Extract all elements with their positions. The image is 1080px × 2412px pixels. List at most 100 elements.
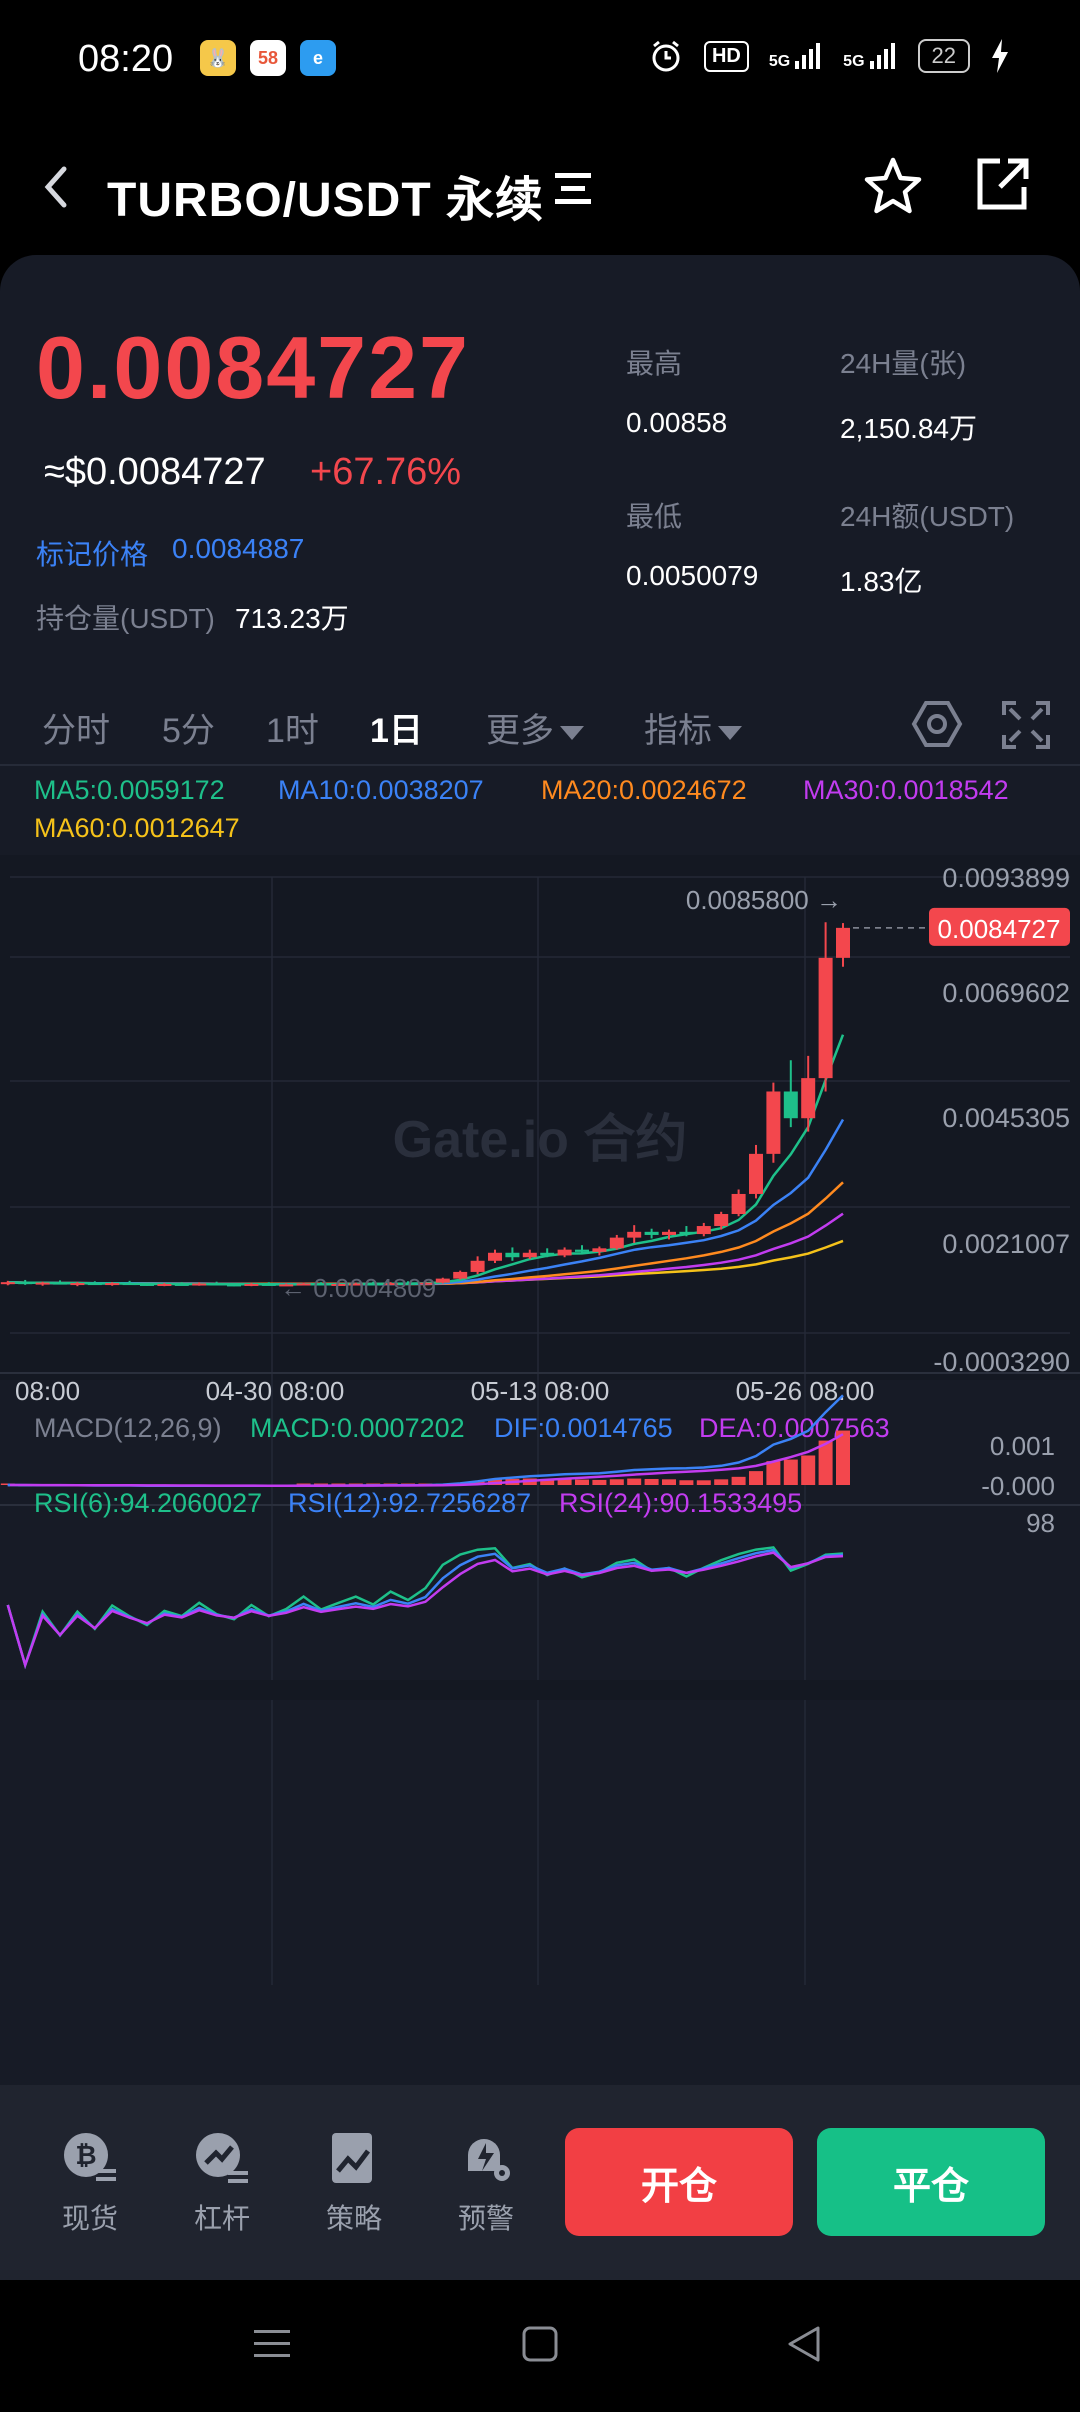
candle: [331, 1283, 346, 1286]
open-interest-label: 持仓量(USDT): [36, 603, 215, 634]
nav-alert[interactable]: 预警: [441, 2129, 531, 2237]
time-axis: 08:00 04-30 08:00 05-13 08:00 05-26 08:00: [15, 1376, 874, 1406]
macd-bar: [314, 1483, 328, 1485]
nav-spot[interactable]: ₿ 现货: [45, 2129, 135, 2237]
candle: [192, 1283, 207, 1286]
tab-more-label: 更多: [486, 712, 554, 750]
high-price-marker: 0.0085800 →: [686, 885, 842, 915]
tab-indicators[interactable]: 指标: [644, 703, 742, 752]
bitcoin-icon: ₿: [64, 2133, 116, 2181]
candles: [0, 922, 850, 1287]
open-position-button[interactable]: 开仓: [565, 2128, 793, 2236]
rsi-panel: RSI(6):94.2060027 RSI(12):92.7256287 RSI(2…: [0, 1488, 1080, 1700]
candle: [557, 1249, 572, 1256]
signal-2-icon: 5G: [843, 41, 897, 71]
macd-bar: [331, 1483, 346, 1485]
rsi-legend: RSI(6):94.2060027: [34, 1488, 262, 1518]
macd-bar: [696, 1480, 711, 1485]
strategy-icon: [332, 2133, 372, 2183]
share-icon[interactable]: [972, 155, 1032, 215]
fullscreen-icon[interactable]: [1002, 701, 1050, 749]
nav-strategy[interactable]: 策略: [309, 2129, 399, 2237]
alarm-icon: [652, 40, 680, 72]
tab-more[interactable]: 更多: [486, 703, 584, 752]
mark-price-label[interactable]: 标记价格: [36, 539, 149, 570]
price-tick: 0.0093899: [942, 863, 1070, 893]
candle: [227, 1284, 241, 1287]
svg-text:₿: ₿: [75, 2140, 96, 2170]
nav-leverage[interactable]: 杠杆: [177, 2129, 267, 2237]
e-app-icon: e: [300, 40, 336, 76]
tab-5min[interactable]: 5分: [162, 712, 215, 750]
candle: [244, 1283, 259, 1286]
candle: [540, 1252, 555, 1256]
back-nav-icon[interactable]: [784, 2324, 824, 2364]
candle: [470, 1260, 485, 1272]
macd-bar: [575, 1479, 589, 1485]
menu-icon[interactable]: [252, 2324, 292, 2364]
time-tick: 08:00: [15, 1376, 80, 1406]
candle: [157, 1283, 172, 1286]
candle: [209, 1283, 224, 1286]
candle: [53, 1282, 67, 1285]
candle: [627, 1231, 642, 1238]
alert-icon: [468, 2139, 510, 2181]
candle: [714, 1214, 729, 1227]
candle: [35, 1282, 50, 1285]
candle: [696, 1226, 711, 1235]
kline-chart[interactable]: Gate.io 合约 0.00938990.00696020.00453050.…: [0, 855, 1080, 2085]
bunny-app-icon: 🐰: [200, 40, 236, 76]
candle: [418, 1282, 433, 1285]
ma20-legend: MA20:0.0024672: [541, 775, 747, 805]
close-position-button[interactable]: 平仓: [817, 2128, 1045, 2236]
candle: [522, 1252, 537, 1258]
candle: [505, 1252, 520, 1258]
price-change: +67.76%: [310, 451, 462, 493]
candle: [140, 1283, 154, 1286]
price-tick: 0.0069602: [942, 978, 1070, 1008]
dea-line: [7, 1433, 844, 1487]
interval-tabs: 分时 5分 1时 1日 更多 指标: [0, 687, 1080, 767]
top-header: TURBO/USDT 永续: [0, 125, 1080, 255]
pair-title[interactable]: TURBO/USDT 永续: [107, 174, 544, 227]
candle: [435, 1278, 450, 1283]
candle: [575, 1249, 589, 1252]
ma60-legend: MA60:0.0012647: [34, 813, 240, 843]
amount-value: 1.83亿: [840, 566, 923, 597]
bottom-action-bar: ₿ 现货 杠杆 策略 预警 开仓 平仓: [0, 2085, 1080, 2280]
candle: [70, 1283, 85, 1286]
58-app-icon: 58: [250, 40, 286, 76]
back-arrow-icon[interactable]: [30, 157, 80, 217]
candle: [836, 927, 850, 958]
last-price: 0.0084727: [36, 318, 470, 417]
tab-1day[interactable]: 1日: [370, 712, 423, 750]
macd-bar: [783, 1459, 798, 1485]
nav-strategy-label: 策略: [325, 2203, 382, 2234]
macd-tick: 0.001: [990, 1431, 1055, 1461]
leverage-icon: [196, 2133, 248, 2183]
tab-1hour[interactable]: 1时: [266, 712, 319, 750]
price-tick: -0.0003290: [933, 1347, 1070, 1377]
home-icon[interactable]: [520, 2324, 560, 2364]
status-bar: 08:20 🐰 58 e HD 5G 5G 22: [0, 0, 1080, 125]
ma10-legend: MA10:0.0038207: [278, 775, 484, 805]
macd-legend: MACD:0.0007202: [250, 1413, 465, 1443]
low-value: 0.0050079: [626, 560, 759, 591]
caret-down-icon: [718, 726, 742, 741]
candle: [383, 1283, 398, 1286]
candle: [749, 1153, 763, 1194]
candle: [87, 1283, 102, 1286]
low-label: 最低: [626, 501, 683, 532]
tab-timeline[interactable]: 分时: [42, 712, 110, 750]
low-price-marker: ← 0.0004809: [280, 1273, 436, 1303]
chart-settings-icon[interactable]: [910, 697, 964, 751]
usd-price: ≈$0.0084727: [44, 451, 266, 493]
mark-price-value: 0.0084887: [172, 533, 305, 564]
pair-menu-icon[interactable]: [553, 169, 593, 209]
favorite-star-icon[interactable]: [862, 155, 924, 217]
price-tick: 0.0021007: [942, 1229, 1070, 1259]
rsi-tick: 98: [1026, 1508, 1055, 1538]
candle: [348, 1283, 363, 1286]
nav-leverage-label: 杠杆: [193, 2203, 250, 2234]
candle: [18, 1282, 33, 1285]
